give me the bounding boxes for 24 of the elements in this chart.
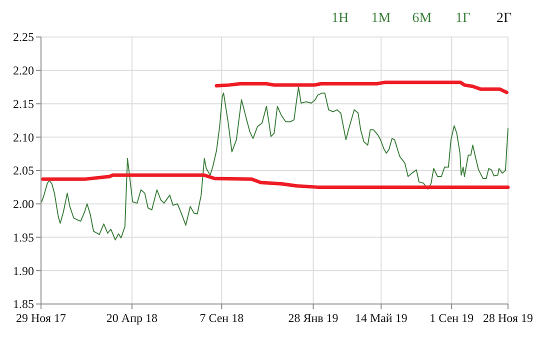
x-tick-label: 28 Янв 19 bbox=[288, 311, 338, 325]
x-tick-label: 1 Сен 19 bbox=[430, 311, 474, 325]
y-tick-label: 2.25 bbox=[13, 30, 34, 44]
y-tick-label: 2.15 bbox=[13, 96, 34, 111]
text: 2Г bbox=[496, 11, 512, 26]
x-tick-label: 14 Май 19 bbox=[354, 311, 408, 325]
y-tick-label: 1.95 bbox=[13, 230, 34, 244]
line-series bbox=[41, 173, 510, 189]
x-tick-label: 20 Апр 18 bbox=[106, 311, 158, 325]
x-tick-label: 29 Ноя 17 bbox=[16, 311, 66, 325]
text: 1М bbox=[371, 11, 392, 26]
text: 6М bbox=[412, 11, 432, 26]
text: 1Н bbox=[331, 11, 349, 26]
line-series bbox=[214, 80, 508, 94]
y-tick-label: 2.00 bbox=[13, 197, 34, 212]
y-tick-label: 1.85 bbox=[13, 297, 34, 312]
x-tick-label: 7 Сен 18 bbox=[200, 311, 244, 325]
line-series bbox=[41, 86, 508, 240]
y-tick-label: 1.90 bbox=[13, 264, 34, 278]
y-tick-label: 2.20 bbox=[13, 64, 34, 78]
text: 1Г bbox=[455, 11, 471, 26]
x-tick-label: 28 Ноя 19 bbox=[483, 311, 533, 325]
y-tick-label: 2.10 bbox=[13, 130, 34, 144]
y-tick-label: 2.05 bbox=[13, 164, 34, 178]
